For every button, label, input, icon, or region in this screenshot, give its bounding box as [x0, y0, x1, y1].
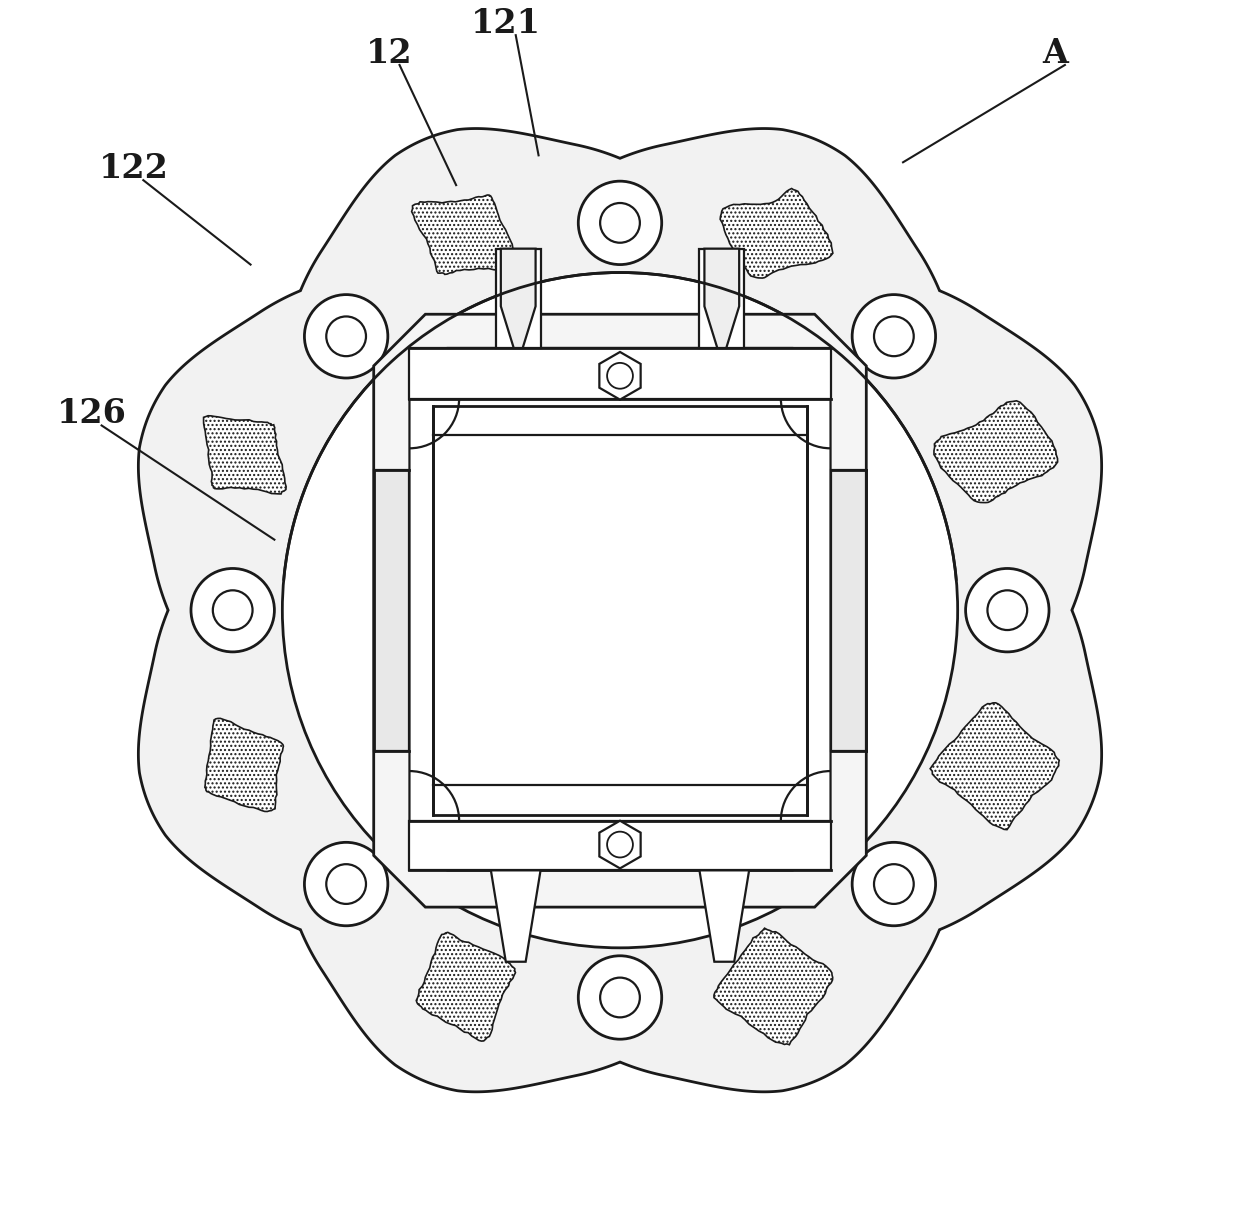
Polygon shape: [373, 470, 409, 751]
Circle shape: [305, 842, 388, 926]
Circle shape: [608, 362, 632, 389]
Polygon shape: [501, 248, 536, 348]
Polygon shape: [409, 348, 831, 870]
Text: 12: 12: [366, 36, 413, 70]
Polygon shape: [205, 719, 284, 812]
Circle shape: [600, 978, 640, 1017]
Circle shape: [852, 842, 935, 926]
Text: A: A: [1042, 36, 1068, 70]
Circle shape: [987, 590, 1027, 630]
Polygon shape: [599, 351, 641, 400]
Circle shape: [578, 181, 662, 264]
Polygon shape: [930, 703, 1059, 830]
Text: 122: 122: [98, 153, 169, 185]
Polygon shape: [704, 248, 739, 348]
Polygon shape: [139, 128, 1101, 1092]
Polygon shape: [409, 348, 831, 399]
Polygon shape: [934, 401, 1058, 503]
Polygon shape: [409, 821, 831, 870]
Polygon shape: [496, 248, 541, 348]
Circle shape: [874, 316, 914, 356]
Polygon shape: [373, 314, 867, 907]
Circle shape: [578, 956, 662, 1039]
Circle shape: [326, 316, 366, 356]
Polygon shape: [491, 870, 541, 962]
Polygon shape: [831, 470, 867, 751]
Circle shape: [305, 295, 388, 378]
Circle shape: [966, 568, 1049, 652]
Text: 121: 121: [471, 7, 541, 40]
Polygon shape: [714, 928, 833, 1045]
Polygon shape: [699, 870, 749, 962]
Circle shape: [852, 295, 935, 378]
Circle shape: [191, 568, 274, 652]
Circle shape: [326, 864, 366, 904]
Polygon shape: [699, 248, 744, 348]
Polygon shape: [412, 195, 516, 274]
Circle shape: [874, 864, 914, 904]
Text: 126: 126: [57, 398, 126, 430]
Polygon shape: [417, 932, 516, 1041]
Polygon shape: [433, 406, 807, 814]
Circle shape: [283, 273, 957, 948]
Circle shape: [213, 590, 253, 630]
Polygon shape: [720, 189, 833, 278]
Circle shape: [608, 831, 632, 857]
Polygon shape: [203, 416, 286, 494]
Polygon shape: [599, 821, 641, 868]
Circle shape: [600, 202, 640, 242]
